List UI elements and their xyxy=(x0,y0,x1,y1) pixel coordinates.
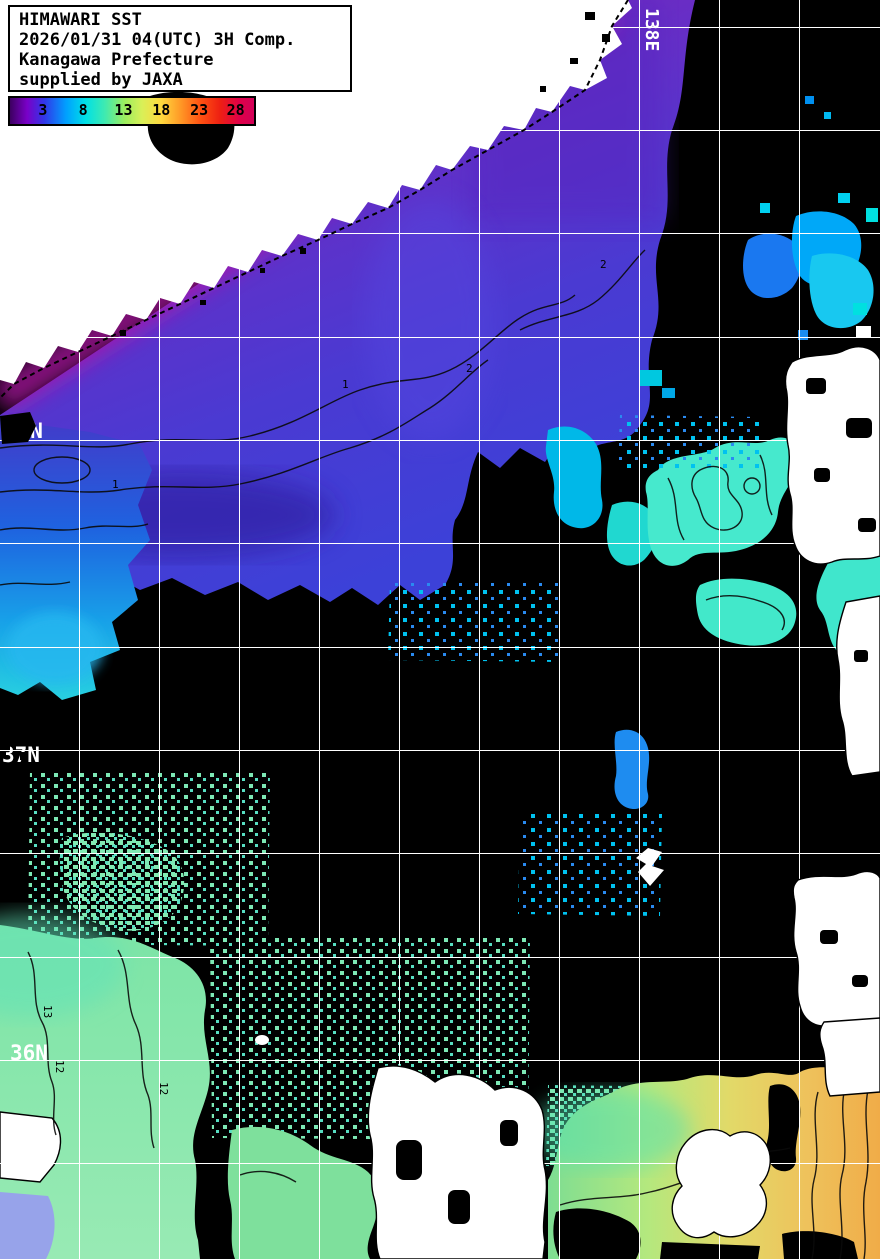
isotherm-contours: 1 1 2 2 13 12 12 xyxy=(0,249,869,1259)
contour-label: 13 xyxy=(41,1005,54,1018)
contour-label: 1 xyxy=(342,378,349,391)
colorbar-tick: 28 xyxy=(226,101,245,119)
contour-label: 2 xyxy=(600,258,607,271)
product-name: HIMAWARI SST xyxy=(19,10,142,30)
green-blob-bottommiddle xyxy=(227,1126,379,1259)
colorbar-tick: 3 xyxy=(38,101,48,119)
teal-water-masses xyxy=(614,437,880,810)
contour-label: 2 xyxy=(466,362,473,375)
contour-label: 12 xyxy=(157,1082,170,1095)
colorbar-tick: 18 xyxy=(152,101,171,119)
cloud-speckles xyxy=(0,12,876,1224)
green-field-bottomleft xyxy=(0,913,210,1259)
purple-cold-water-mass xyxy=(0,0,695,605)
colorbar-tick: 8 xyxy=(78,101,88,119)
lat-label-36n: 36N xyxy=(10,1041,48,1065)
region-line: Kanagawa Prefecture xyxy=(19,50,214,70)
sst-colorbar: 3 8 13 18 23 28 xyxy=(8,96,256,126)
blue-left-water xyxy=(0,415,152,700)
contour-label: 1 xyxy=(112,478,119,491)
title-box: HIMAWARI SST 2026/01/31 04(UTC) 3H Comp.… xyxy=(8,5,352,92)
datetime-line: 2026/01/31 04(UTC) 3H Comp. xyxy=(19,30,296,50)
credit-line: supplied by JAXA xyxy=(19,70,183,90)
colorbar-tick: 23 xyxy=(190,101,209,119)
contour-label: 12 xyxy=(53,1060,66,1073)
cyan-cluster-topright xyxy=(743,96,878,340)
lon-label-138e: 138E xyxy=(641,8,662,51)
colorbar-tick: 13 xyxy=(114,101,133,119)
